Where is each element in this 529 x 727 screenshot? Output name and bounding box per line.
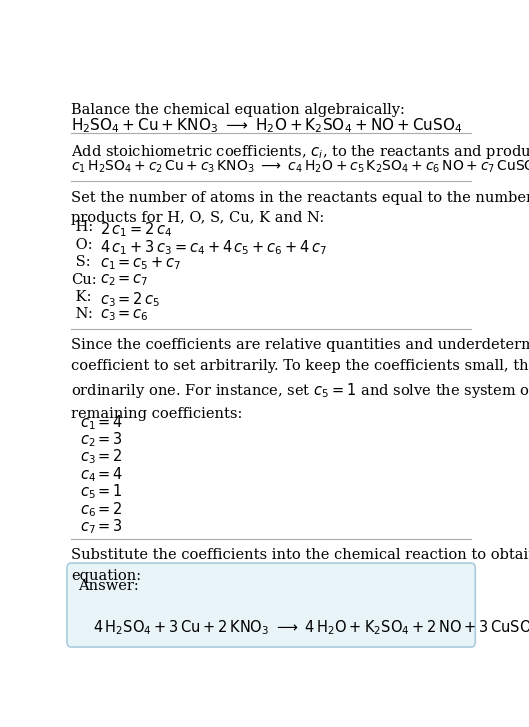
Text: S:: S: xyxy=(71,255,90,269)
Text: $\mathrm{H_2SO_4 + Cu + KNO_3 \ \longrightarrow \ H_2O + K_2SO_4 + NO + CuSO_4}$: $\mathrm{H_2SO_4 + Cu + KNO_3 \ \longrig… xyxy=(71,116,462,135)
Text: Set the number of atoms in the reactants equal to the number of atoms in the
pro: Set the number of atoms in the reactants… xyxy=(71,190,529,225)
Text: $c_4 = 4$: $c_4 = 4$ xyxy=(80,465,124,483)
Text: Since the coefficients are relative quantities and underdetermined, choose a
coe: Since the coefficients are relative quan… xyxy=(71,338,529,421)
Text: N:: N: xyxy=(71,308,93,321)
Text: $c_3 = 2$: $c_3 = 2$ xyxy=(80,448,123,467)
Text: Add stoichiometric coefficients, $c_i$, to the reactants and products:: Add stoichiometric coefficients, $c_i$, … xyxy=(71,143,529,161)
Text: $c_1 = c_5 + c_7$: $c_1 = c_5 + c_7$ xyxy=(100,255,181,272)
Text: O:: O: xyxy=(71,238,93,252)
FancyBboxPatch shape xyxy=(67,563,475,647)
Text: $c_2 = c_7$: $c_2 = c_7$ xyxy=(100,273,148,288)
Text: Answer:: Answer: xyxy=(78,579,139,593)
Text: $c_3 = c_6$: $c_3 = c_6$ xyxy=(100,308,149,323)
Text: $c_5 = 1$: $c_5 = 1$ xyxy=(80,483,123,501)
Text: K:: K: xyxy=(71,290,92,304)
Text: Balance the chemical equation algebraically:: Balance the chemical equation algebraica… xyxy=(71,103,405,117)
Text: $c_3 = 2\,c_5$: $c_3 = 2\,c_5$ xyxy=(100,290,160,308)
Text: $c_7 = 3$: $c_7 = 3$ xyxy=(80,517,123,536)
Text: $c_6 = 2$: $c_6 = 2$ xyxy=(80,499,123,518)
Text: H:: H: xyxy=(71,220,93,235)
Text: Cu:: Cu: xyxy=(71,273,97,286)
Text: $c_1\,\mathrm{H_2SO_4} + c_2\,\mathrm{Cu} + c_3\,\mathrm{KNO_3} \ \longrightarro: $c_1\,\mathrm{H_2SO_4} + c_2\,\mathrm{Cu… xyxy=(71,159,529,175)
Text: $4\,\mathrm{H_2SO_4} + 3\,\mathrm{Cu} + 2\,\mathrm{KNO_3} \ \longrightarrow \ 4\: $4\,\mathrm{H_2SO_4} + 3\,\mathrm{Cu} + … xyxy=(93,618,529,637)
Text: Substitute the coefficients into the chemical reaction to obtain the balanced
eq: Substitute the coefficients into the che… xyxy=(71,548,529,582)
Text: $4\,c_1 + 3\,c_3 = c_4 + 4\,c_5 + c_6 + 4\,c_7$: $4\,c_1 + 3\,c_3 = c_4 + 4\,c_5 + c_6 + … xyxy=(100,238,327,257)
Text: $2\,c_1 = 2\,c_4$: $2\,c_1 = 2\,c_4$ xyxy=(100,220,172,239)
Text: $c_2 = 3$: $c_2 = 3$ xyxy=(80,430,123,449)
Text: $c_1 = 4$: $c_1 = 4$ xyxy=(80,413,124,432)
